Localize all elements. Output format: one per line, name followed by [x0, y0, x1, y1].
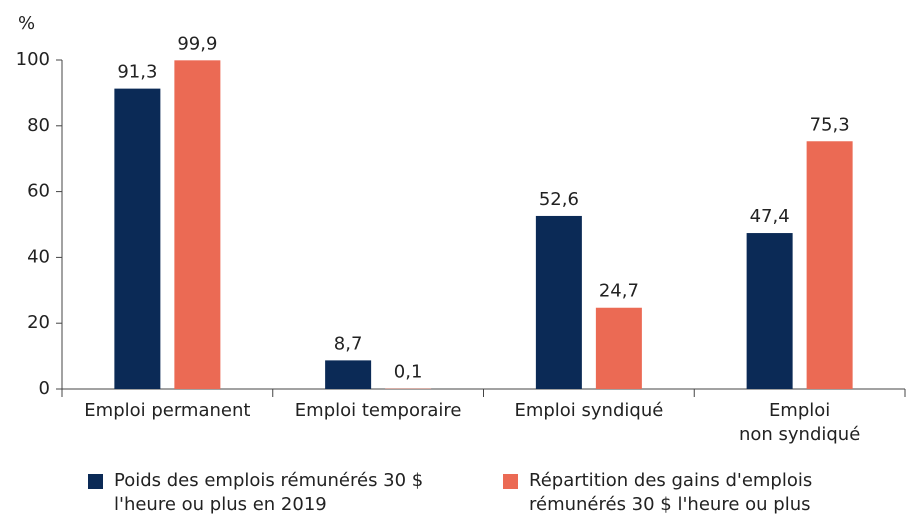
value-label: 52,6 [539, 189, 579, 210]
y-axis-label: % [18, 13, 35, 34]
y-tick-label: 20 [27, 312, 50, 333]
legend-swatch [88, 474, 103, 489]
bar [174, 60, 221, 389]
bar [114, 88, 161, 390]
x-tick-label: Emploi non syndiqué [738, 400, 861, 445]
value-label: 24,7 [599, 281, 639, 302]
x-tick-label: Emploi permanent [84, 400, 251, 421]
value-label: 91,3 [117, 62, 157, 83]
y-tick-label: 60 [27, 181, 50, 202]
bar [325, 360, 372, 389]
x-tick-label: Emploi syndiqué [514, 400, 664, 421]
value-label: 47,4 [750, 206, 790, 227]
bar [595, 307, 642, 389]
y-tick-label: 40 [27, 246, 50, 267]
y-tick-label: 0 [39, 378, 50, 399]
x-tick-label: Emploi temporaire [294, 400, 462, 421]
bar [535, 215, 582, 389]
bar [746, 233, 793, 389]
bar [806, 141, 853, 389]
legend-label: Répartition des gains d'emplois rémunéré… [529, 470, 813, 515]
legend-label: Poids des emplois rémunérés 30 $ l'heure… [114, 470, 424, 515]
value-label: 8,7 [334, 333, 363, 354]
y-tick-label: 80 [27, 115, 50, 136]
y-tick-label: 100 [16, 49, 50, 70]
value-label: 0,1 [394, 362, 423, 383]
legend-swatch [503, 474, 518, 489]
value-label: 99,9 [177, 33, 217, 54]
value-label: 75,3 [810, 114, 850, 135]
